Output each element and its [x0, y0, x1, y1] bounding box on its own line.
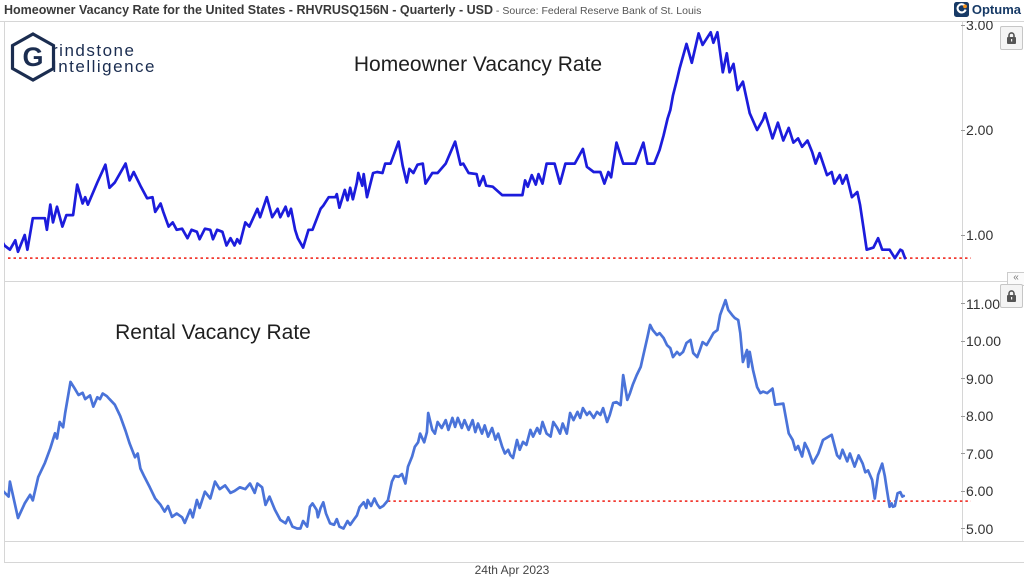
y-axis-tick — [961, 129, 965, 131]
optuma-wordmark: Optuma — [971, 2, 1021, 17]
y-axis-tick — [961, 490, 965, 492]
homeowner-vacancy-chart-panel[interactable] — [4, 22, 1024, 281]
cursor-date-label: 24th Apr 2023 — [474, 563, 550, 577]
plot-bottom-border — [4, 541, 1024, 542]
title-bar: Homeowner Vacancy Rate for the United St… — [0, 0, 1024, 21]
data-source-label: - Source: Federal Reserve Bank of St. Lo… — [493, 5, 702, 17]
bottom-panel-title: Rental Vacancy Rate — [115, 321, 311, 344]
rental-vacancy-chart-panel[interactable] — [4, 281, 1024, 541]
y-axis-label-7.00: 7.00 — [966, 445, 994, 462]
y-axis-label-8.00: 8.00 — [966, 408, 994, 424]
y-axis-tick — [961, 528, 965, 529]
logo-text-line2: Intelligence — [52, 57, 157, 76]
top-panel-lock-icon[interactable] — [1000, 26, 1023, 50]
optuma-logo-icon — [953, 2, 969, 17]
grindstone-intelligence-logo: G rindstone Intelligence — [8, 31, 156, 83]
y-axis-tick — [961, 303, 965, 304]
homeowner-series-line[interactable] — [4, 30, 907, 260]
padlock-icon — [1007, 31, 1016, 44]
header-divider — [0, 21, 1024, 22]
window-title: Homeowner Vacancy Rate for the United St… — [4, 3, 494, 17]
optuma-logo: Optuma — [953, 2, 1021, 17]
y-axis-tick — [961, 415, 965, 417]
grindstone-hexagon-icon: G — [10, 32, 56, 82]
svg-text:G: G — [22, 42, 43, 72]
y-axis-label-11.00: 11.00 — [966, 295, 1000, 312]
axis-row-bottom-border — [4, 562, 1024, 563]
y-axis-label-1.00: 1.00 — [966, 227, 994, 243]
rental-series-line[interactable] — [4, 298, 906, 530]
padlock-icon — [1007, 289, 1016, 302]
y-axis-label-10.00: 10.00 — [966, 333, 1002, 349]
y-axis-tick — [961, 340, 965, 342]
y-axis-tick — [961, 24, 965, 26]
grindstone-logo-text: rindstone Intelligence — [52, 31, 156, 83]
x-axis-decade-row[interactable]: s1960's1970's1980's1990's2000's2010's202… — [0, 541, 1024, 562]
chart-title-bar-text: Homeowner Vacancy Rate for the United St… — [4, 3, 701, 17]
plot-left-border — [4, 21, 5, 562]
y-axis-label-5.00: 5.00 — [966, 520, 994, 537]
y-axis-label-9.00: 9.00 — [966, 370, 994, 387]
y-axis-tick — [961, 453, 965, 454]
y-axis-label-3.00: 3.00 — [966, 17, 994, 33]
y-axis-label-2.00: 2.00 — [966, 122, 994, 138]
bottom-panel-lock-icon[interactable] — [1000, 284, 1023, 308]
y-axis-tick — [961, 234, 965, 236]
top-panel-title: Homeowner Vacancy Rate — [353, 53, 603, 76]
y-axis-label-6.00: 6.00 — [966, 483, 994, 499]
panel-divider[interactable] — [4, 281, 1024, 282]
logo-text-line1: rindstone — [52, 41, 136, 60]
y-axis-tick — [961, 378, 965, 379]
